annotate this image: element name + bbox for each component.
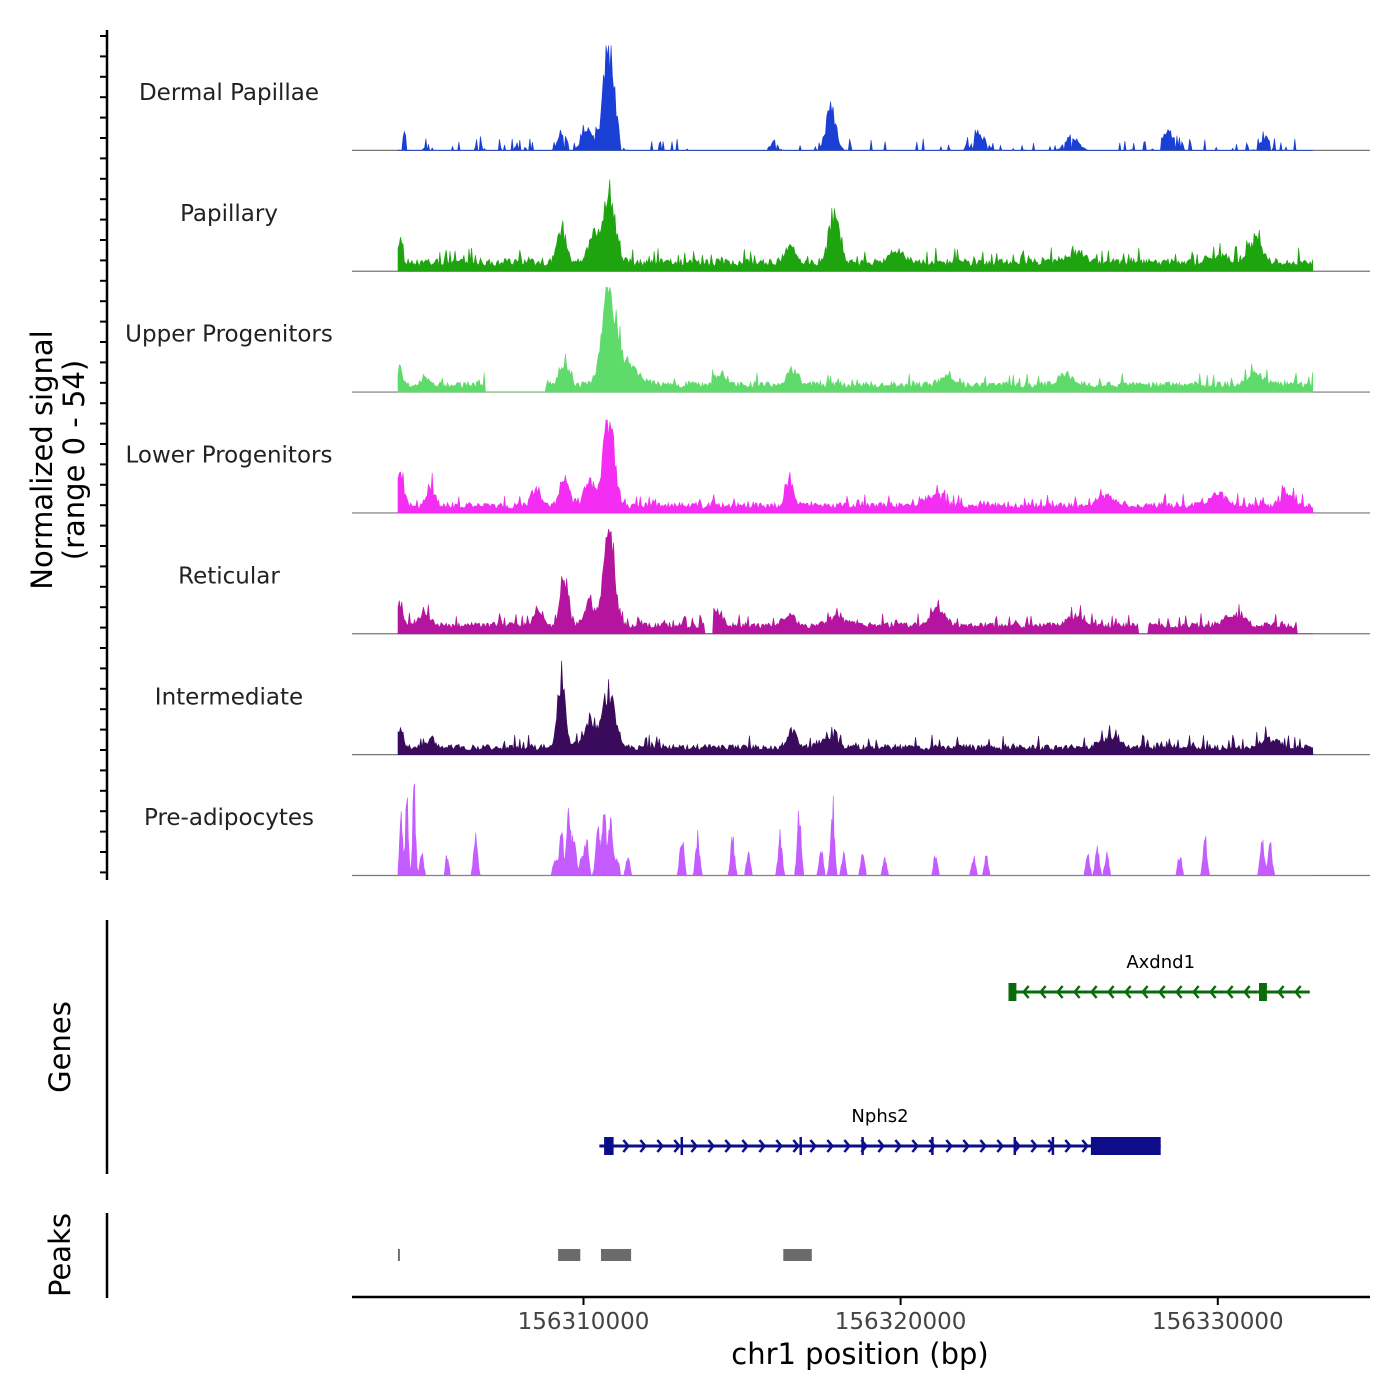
gene-annotations: Axdnd1 Nphs2 (599, 952, 1309, 1155)
track-dermal-papillae: Dermal Papillae (139, 46, 1370, 151)
track-signal-area (398, 287, 1313, 392)
track-signal-area (398, 180, 1313, 272)
gene-label: Nphs2 (851, 1106, 908, 1127)
gene-exon (604, 1137, 614, 1155)
track-intermediate: Intermediate (155, 661, 1370, 755)
x-tick-label: 156310000 (518, 1309, 650, 1335)
peak-regions (398, 1249, 812, 1261)
peaks-panel-label: Peaks (43, 1213, 77, 1297)
x-axis-ticks: 156310000 156320000 156330000 (518, 1297, 1284, 1335)
track-signal-area (398, 529, 1313, 634)
track-upper-progenitors: Upper Progenitors (125, 287, 1370, 392)
coverage-tracks: Dermal Papillae Papillary Upper Progenitor… (125, 46, 1370, 876)
track-label: Dermal Papillae (139, 80, 319, 106)
track-label: Reticular (178, 563, 280, 589)
x-tick-label: 156330000 (1152, 1309, 1284, 1335)
track-label: Lower Progenitors (126, 443, 333, 469)
track-signal-area (398, 661, 1313, 755)
x-tick-label: 156320000 (835, 1309, 967, 1335)
peak-region (398, 1249, 400, 1261)
track-label: Upper Progenitors (125, 322, 333, 348)
peak-region (783, 1249, 812, 1261)
gene-exon (1091, 1137, 1161, 1155)
track-signal-area (398, 784, 1313, 876)
peak-region (558, 1249, 580, 1261)
gene-axdnd1: Axdnd1 (1009, 952, 1310, 1001)
track-label: Intermediate (155, 684, 303, 710)
gene-nphs2: Nphs2 (599, 1106, 1160, 1155)
track-pre-adipocytes: Pre-adipocytes (144, 784, 1370, 876)
track-signal-area (398, 420, 1313, 513)
track-label: Pre-adipocytes (144, 805, 314, 831)
gene-label: Axdnd1 (1126, 952, 1195, 973)
track-signal-area (398, 46, 1313, 151)
track-label: Papillary (180, 201, 278, 227)
gene-exon (1259, 983, 1267, 1001)
genes-panel-label: Genes (43, 1001, 77, 1093)
y-axis-title-line1: Normalized signal (25, 330, 59, 589)
peak-region (601, 1249, 631, 1261)
coverage-plot: Normalized signal (range 0 - 54) Dermal … (0, 0, 1400, 1400)
track-papillary: Papillary (180, 180, 1370, 272)
track-lower-progenitors: Lower Progenitors (126, 420, 1370, 513)
gene-exon (1009, 983, 1017, 1001)
track-reticular: Reticular (178, 529, 1370, 634)
y-axis-title-line2: (range 0 - 54) (57, 360, 91, 560)
x-axis-title: chr1 position (bp) (731, 1337, 988, 1371)
